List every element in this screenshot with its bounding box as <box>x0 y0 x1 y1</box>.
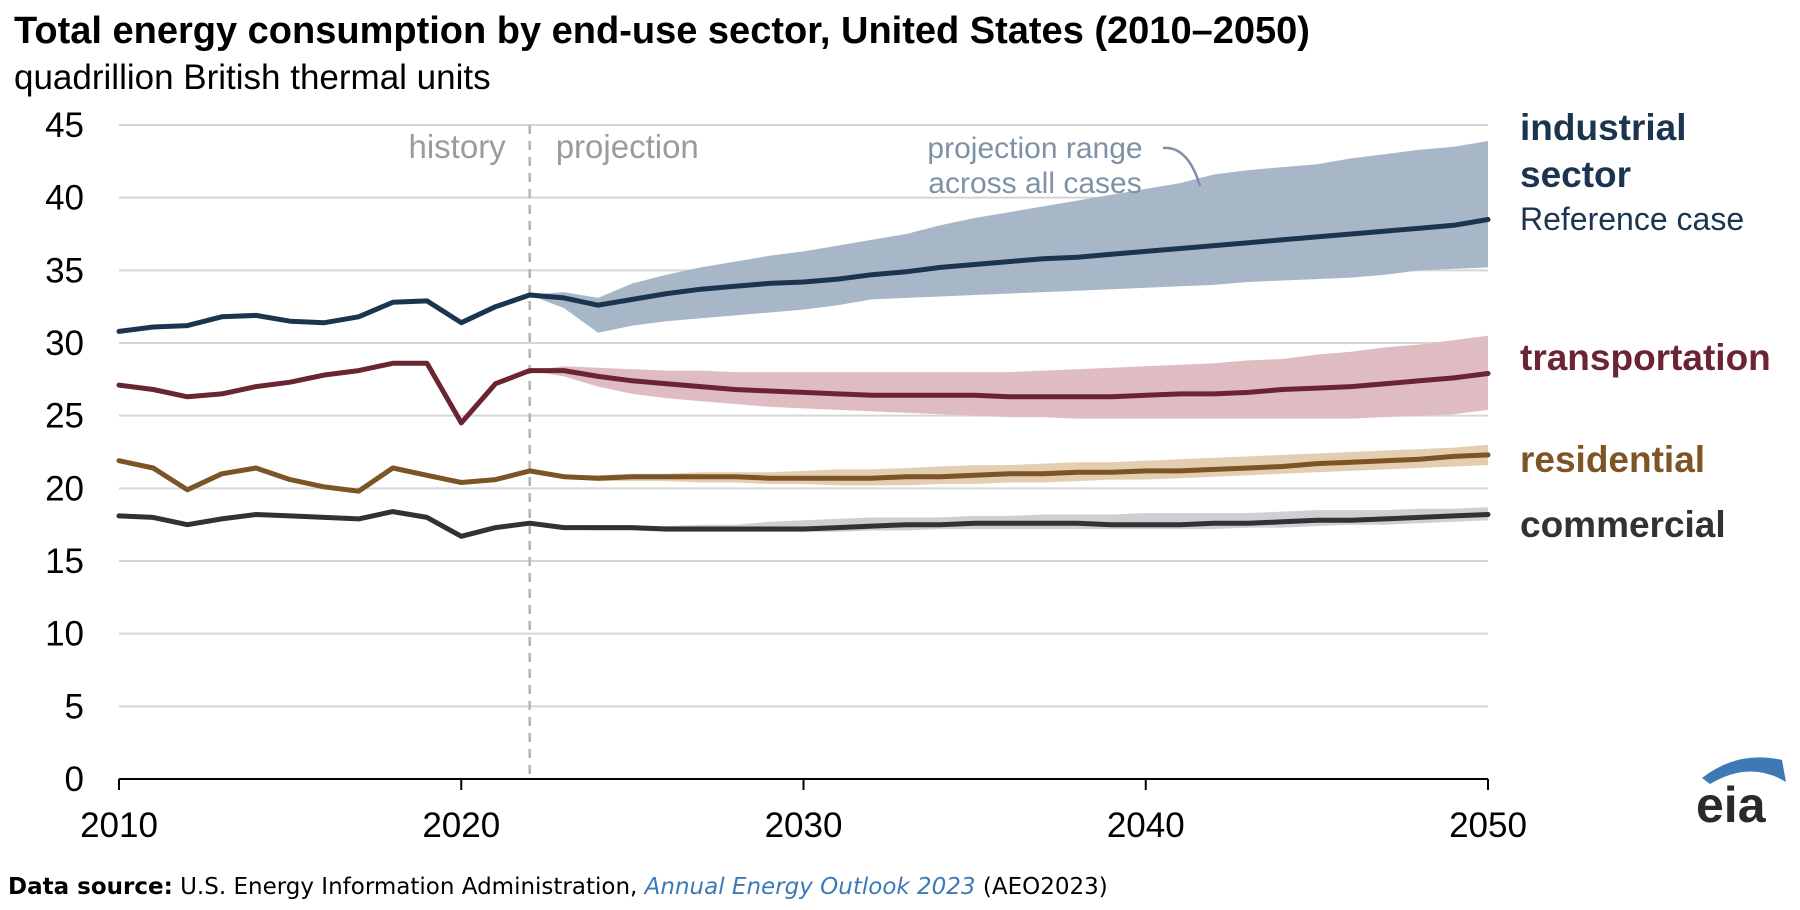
annotation-history: history <box>408 128 506 165</box>
label-industrial-line1: industrial <box>1520 107 1687 148</box>
eia-logo-arc-icon <box>1702 757 1786 784</box>
eia-logo: eia <box>1696 757 1786 828</box>
series-labels: industrial sector Reference case transporta… <box>1520 107 1771 545</box>
y-tick-label-15: 15 <box>45 542 84 581</box>
annotation-range-line2: across all cases <box>928 167 1141 200</box>
annotation-range-pointer <box>1162 146 1202 187</box>
series-lines <box>116 217 1491 539</box>
x-tick-label-2020: 2020 <box>422 806 500 845</box>
data-source: Data source: U.S. Energy Information Adm… <box>8 874 1108 900</box>
x-tick-label-2050: 2050 <box>1449 806 1527 845</box>
data-source-suffix: (AEO2023) <box>982 874 1108 900</box>
data-source-agency: U.S. Energy Information Administration, <box>180 874 645 900</box>
chart-subtitle: quadrillion British thermal units <box>14 58 491 97</box>
data-source-label: Data source: <box>8 874 173 900</box>
y-tick-label-30: 30 <box>45 324 84 363</box>
y-tick-label-5: 5 <box>65 687 84 726</box>
band-transportation <box>529 335 1488 419</box>
band-residential <box>529 444 1488 486</box>
y-tick-label-45: 45 <box>45 106 84 145</box>
band-commercial <box>529 507 1488 532</box>
y-tick-label-0: 0 <box>65 760 84 799</box>
data-source-publication[interactable]: Annual Energy Outlook 2023 <box>644 874 976 900</box>
y-tick-label-35: 35 <box>45 251 84 290</box>
annotations: history projection projection rangeacross … <box>408 128 1202 200</box>
x-tick-label-2040: 2040 <box>1107 806 1185 845</box>
y-tick-label-25: 25 <box>45 397 84 436</box>
label-commercial: commercial <box>1520 504 1726 545</box>
x-tick-label-2010: 2010 <box>80 806 158 845</box>
line-industrial <box>116 217 1491 334</box>
chart-title: Total energy consumption by end-use sect… <box>14 10 1310 52</box>
y-tick-label-20: 20 <box>45 469 84 508</box>
label-industrial-note: Reference case <box>1520 201 1744 237</box>
label-transportation: transportation <box>1520 337 1771 378</box>
line-commercial <box>116 509 1491 539</box>
x-tick-label-2030: 2030 <box>765 806 843 845</box>
y-tick-label-10: 10 <box>45 615 84 654</box>
eia-logo-text: eia <box>1696 777 1767 828</box>
axes: 0 5 10 15 20 25 30 35 40 45 2010 2020 2030 2040 2050 <box>45 106 1527 845</box>
label-residential: residential <box>1520 439 1705 480</box>
annotation-projection: projection <box>556 128 699 165</box>
label-industrial-line2: sector <box>1520 154 1631 195</box>
line-transportation <box>116 360 1491 426</box>
annotation-range-line1: projection range <box>927 132 1142 165</box>
line-residential <box>116 452 1491 494</box>
y-tick-label-40: 40 <box>45 179 84 218</box>
